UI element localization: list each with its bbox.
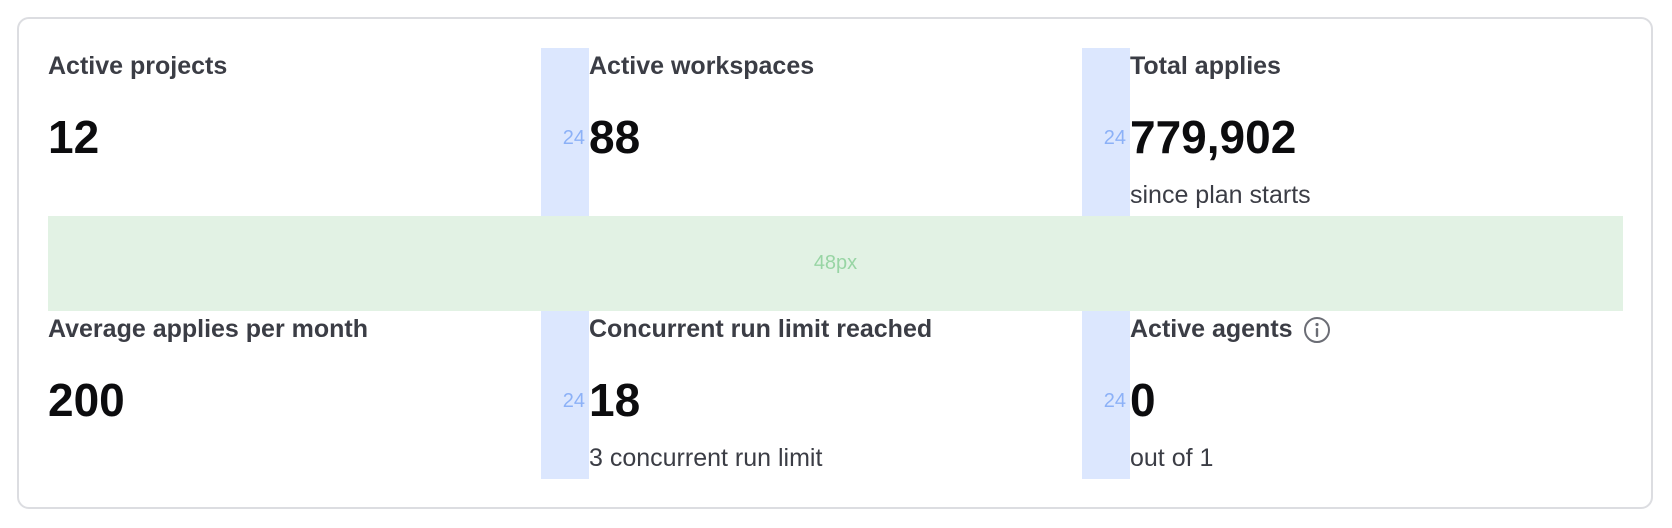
metric-value: 12 [48,111,100,163]
column-gap-overlay: 24 [1082,48,1130,216]
metric-value: 0 [1130,374,1156,426]
metric-label: Active agents [1130,315,1293,343]
metric-active-projects: Active projects 12 [48,48,541,216]
column-gap-overlay: 24 [1082,311,1130,479]
metric-average-applies: Average applies per month 200 [48,311,541,479]
metric-label: Total applies [1130,52,1281,80]
gap-label: 24 [562,390,585,412]
metrics-card [17,17,1653,509]
metric-subtext: out of 1 [1130,444,1214,472]
column-gap-overlay: 24 [541,311,589,479]
column-gap-overlay: 24 [541,48,589,216]
metric-label: Active projects [48,52,228,80]
metric-total-applies: Total applies 779,902 since plan starts [1130,48,1623,216]
metric-value: 779,902 [1130,111,1297,163]
metric-subtext: since plan starts [1130,181,1311,209]
metric-concurrent-run-limit: Concurrent run limit reached 18 3 concur… [589,311,1082,479]
metric-value: 200 [48,374,125,426]
info-icon[interactable] [1303,316,1331,344]
metric-value: 88 [589,111,641,163]
metric-active-agents: Active agents 0 out of 1 [1130,311,1623,479]
metric-label: Active workspaces [589,52,815,80]
metric-active-workspaces: Active workspaces 88 [589,48,1082,216]
gap-label: 24 [1103,390,1126,412]
metric-label: Average applies per month [48,315,368,343]
metric-label: Concurrent run limit reached [589,315,933,343]
metric-value: 18 [589,374,641,426]
gap-label: 24 [1103,127,1126,149]
metric-label-row: Active agents [1130,315,1331,344]
gap-label: 24 [562,127,585,149]
metric-subtext: 3 concurrent run limit [589,444,823,472]
gap-label: 48px [813,252,858,274]
row-gap-overlay: 48px [48,216,1623,311]
